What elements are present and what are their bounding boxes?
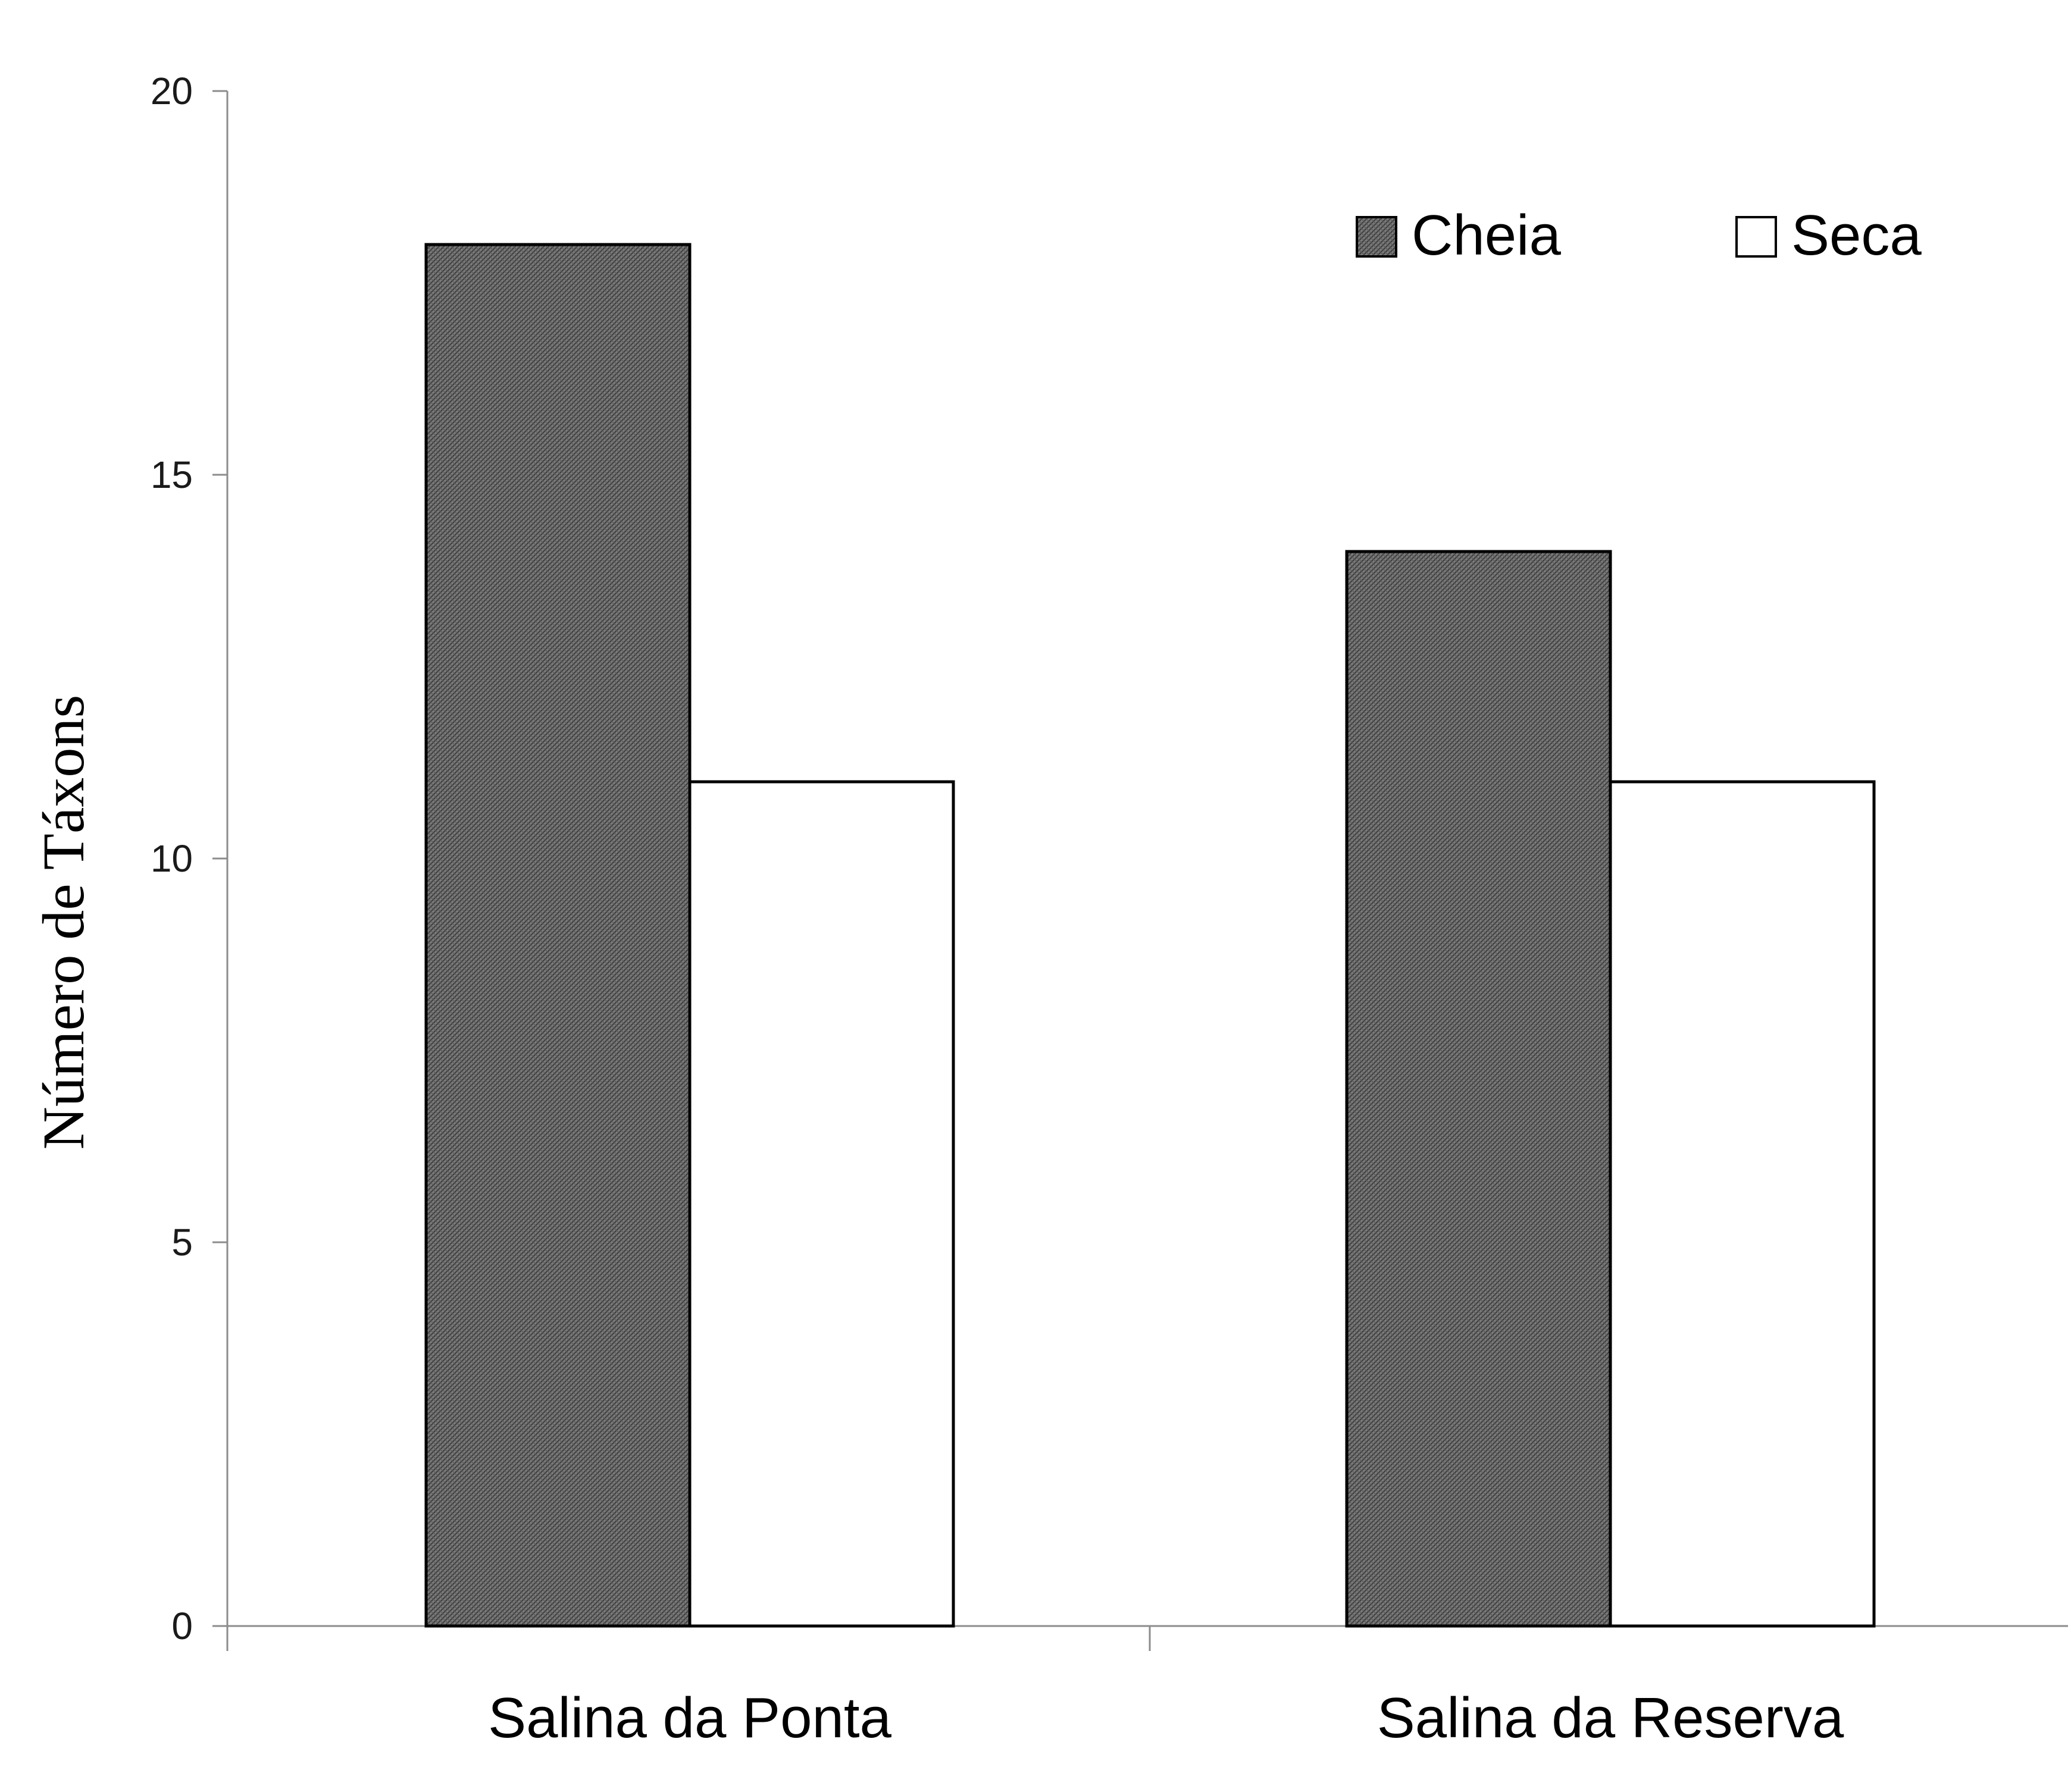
- legend-label-cheia: Cheia: [1412, 203, 1561, 267]
- y-tick-label: 0: [171, 1605, 193, 1647]
- bar-seca: [1609, 780, 1876, 1628]
- y-tick-label: 15: [151, 453, 193, 496]
- legend: Cheia Seca: [1356, 203, 1922, 267]
- x-category-label: Salina da Reserva: [1377, 1686, 1844, 1750]
- y-axis-title: Número de Táxons: [30, 695, 96, 1150]
- x-axis: Salina da Ponta Salina da Reserva: [227, 1625, 2068, 1750]
- bars: [424, 243, 1876, 1628]
- y-tick-label: 5: [171, 1221, 193, 1264]
- y-tick-label: 20: [151, 70, 193, 112]
- y-axis: 0 5 10 15 20: [151, 70, 229, 1651]
- legend-swatch-cheia: [1356, 216, 1397, 258]
- y-tick-label: 10: [151, 837, 193, 880]
- legend-swatch-seca: [1735, 216, 1777, 258]
- bar-cheia: [424, 243, 692, 1628]
- bar-seca: [688, 780, 955, 1628]
- x-category-label: Salina da Ponta: [488, 1686, 891, 1750]
- bar-cheia: [1345, 550, 1612, 1628]
- legend-label-seca: Seca: [1791, 203, 1922, 267]
